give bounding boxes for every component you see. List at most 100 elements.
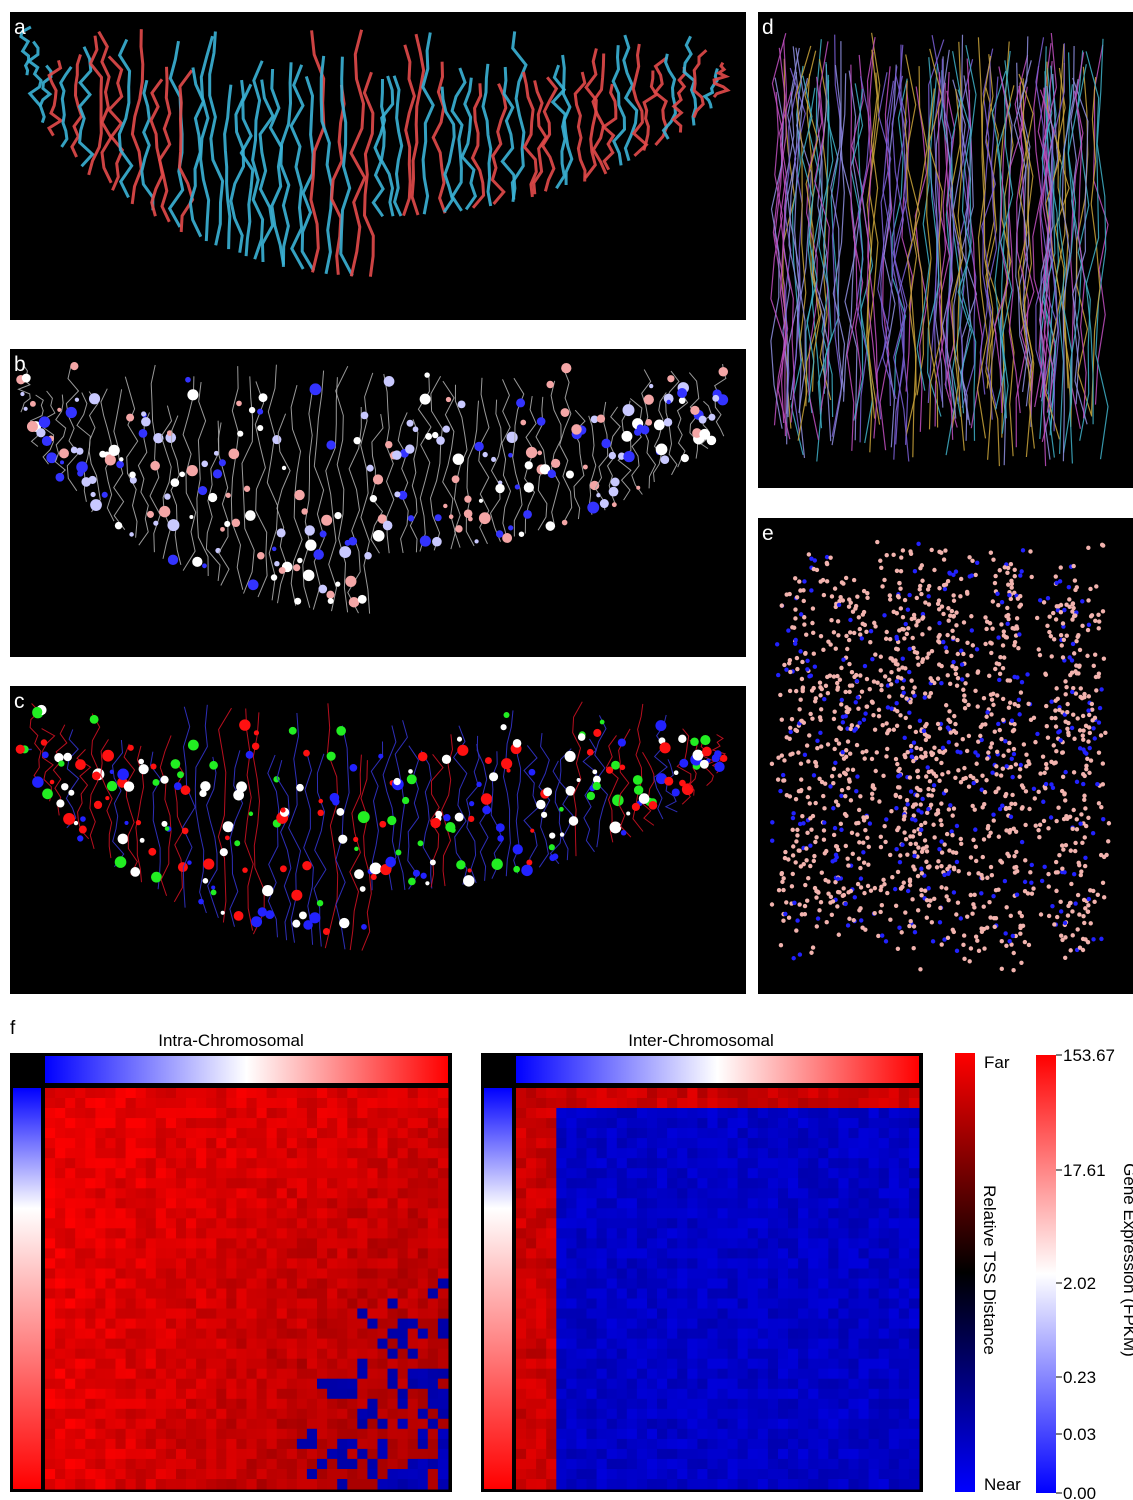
bead bbox=[221, 911, 225, 915]
heatmap-cell bbox=[45, 1158, 56, 1169]
bead bbox=[1007, 741, 1011, 745]
bead bbox=[791, 844, 795, 848]
bead bbox=[259, 393, 268, 402]
bead bbox=[1070, 726, 1074, 730]
bead bbox=[939, 801, 943, 805]
bead bbox=[1005, 622, 1009, 626]
heatmap-cell bbox=[95, 1238, 106, 1249]
heatmap-cell bbox=[196, 1118, 207, 1129]
heatmap-cell bbox=[838, 1188, 849, 1199]
heatmap-cell bbox=[116, 1389, 127, 1400]
bead bbox=[1085, 757, 1089, 761]
heatmap-cell bbox=[687, 1208, 698, 1219]
heatmap-cell bbox=[126, 1088, 137, 1099]
bead bbox=[940, 942, 944, 946]
bead bbox=[782, 663, 786, 667]
heatmap-cell bbox=[85, 1289, 96, 1300]
heatmap-cell bbox=[408, 1399, 419, 1410]
heatmap-cell bbox=[196, 1168, 207, 1179]
heatmap-cell bbox=[546, 1299, 557, 1310]
heatmap-cell bbox=[55, 1158, 66, 1169]
bead bbox=[1054, 860, 1058, 864]
heatmap-cell bbox=[327, 1329, 338, 1340]
bead bbox=[924, 722, 928, 726]
heatmap-cell bbox=[859, 1279, 870, 1290]
bead bbox=[965, 673, 969, 677]
heatmap-cell bbox=[677, 1208, 688, 1219]
heatmap-cell bbox=[287, 1379, 298, 1390]
bead bbox=[1084, 767, 1088, 771]
heatmap-cell bbox=[277, 1138, 288, 1149]
bead bbox=[993, 581, 997, 585]
heatmap-cell bbox=[378, 1379, 389, 1390]
heatmap-cell bbox=[647, 1148, 658, 1159]
bead bbox=[842, 893, 846, 897]
heatmap-cell bbox=[657, 1279, 668, 1290]
bead bbox=[425, 433, 432, 440]
heatmap-cell bbox=[597, 1289, 608, 1300]
bead bbox=[967, 871, 971, 875]
heatmap-cell bbox=[879, 1148, 890, 1159]
bead bbox=[930, 679, 934, 683]
heatmap-cell bbox=[889, 1158, 900, 1169]
heatmap-cell bbox=[146, 1429, 157, 1440]
heatmap-cell bbox=[105, 1279, 116, 1290]
heatmap-cell bbox=[337, 1248, 348, 1259]
heatmap-cell bbox=[838, 1158, 849, 1169]
heatmap-cell bbox=[317, 1218, 328, 1229]
heatmap-cell bbox=[297, 1088, 308, 1099]
heatmap-cell bbox=[768, 1218, 779, 1229]
heatmap-cell bbox=[176, 1088, 187, 1099]
heatmap-cell bbox=[116, 1248, 127, 1259]
bead bbox=[1093, 619, 1097, 623]
heatmap-cell bbox=[657, 1258, 668, 1269]
bead bbox=[1013, 802, 1017, 806]
heatmap-cell bbox=[627, 1158, 638, 1169]
heatmap-cell bbox=[257, 1389, 268, 1400]
heatmap-cell bbox=[156, 1238, 167, 1249]
heatmap-cell bbox=[587, 1158, 598, 1169]
heatmap-cell bbox=[788, 1088, 799, 1099]
heatmap-cell bbox=[587, 1258, 598, 1269]
heatmap-cell bbox=[75, 1429, 86, 1440]
bead bbox=[464, 509, 473, 518]
bead bbox=[818, 731, 822, 735]
heatmap-cell bbox=[236, 1098, 247, 1109]
bead bbox=[1054, 819, 1058, 823]
bead bbox=[869, 629, 873, 633]
heatmap-cell bbox=[728, 1269, 739, 1280]
heatmap-cell bbox=[607, 1108, 618, 1119]
heatmap-cell bbox=[277, 1399, 288, 1410]
heatmap-cell bbox=[126, 1409, 137, 1420]
heatmap-cell bbox=[357, 1128, 368, 1139]
heatmap-cell bbox=[206, 1228, 217, 1239]
heatmap-cell bbox=[657, 1289, 668, 1300]
heatmap-cell bbox=[418, 1299, 429, 1310]
heatmap-cell bbox=[176, 1258, 187, 1269]
heatmap-cell bbox=[788, 1238, 799, 1249]
heatmap-cell bbox=[277, 1168, 288, 1179]
heatmap-cell bbox=[307, 1329, 318, 1340]
bead bbox=[881, 774, 885, 778]
bead bbox=[660, 455, 669, 464]
heatmap-cell bbox=[297, 1108, 308, 1119]
heatmap-cell bbox=[566, 1208, 577, 1219]
heatmap-cell bbox=[889, 1088, 900, 1099]
heatmap-cell bbox=[75, 1188, 86, 1199]
heatmap-cell bbox=[889, 1138, 900, 1149]
heatmap-cell bbox=[226, 1349, 237, 1360]
bead bbox=[79, 826, 87, 834]
heatmap-cell bbox=[546, 1198, 557, 1209]
heatmap-cell bbox=[176, 1389, 187, 1400]
heatmap-cell bbox=[126, 1339, 137, 1350]
heatmap-cell bbox=[687, 1188, 698, 1199]
heatmap-cell bbox=[75, 1148, 86, 1159]
bead bbox=[864, 630, 868, 634]
heatmap-cell bbox=[828, 1138, 839, 1149]
bead bbox=[1009, 914, 1013, 918]
heatmap-cell bbox=[758, 1188, 769, 1199]
heatmap-cell bbox=[566, 1168, 577, 1179]
heatmap-cell bbox=[516, 1309, 527, 1320]
bead bbox=[1018, 926, 1022, 930]
heatmap-cell bbox=[828, 1088, 839, 1099]
